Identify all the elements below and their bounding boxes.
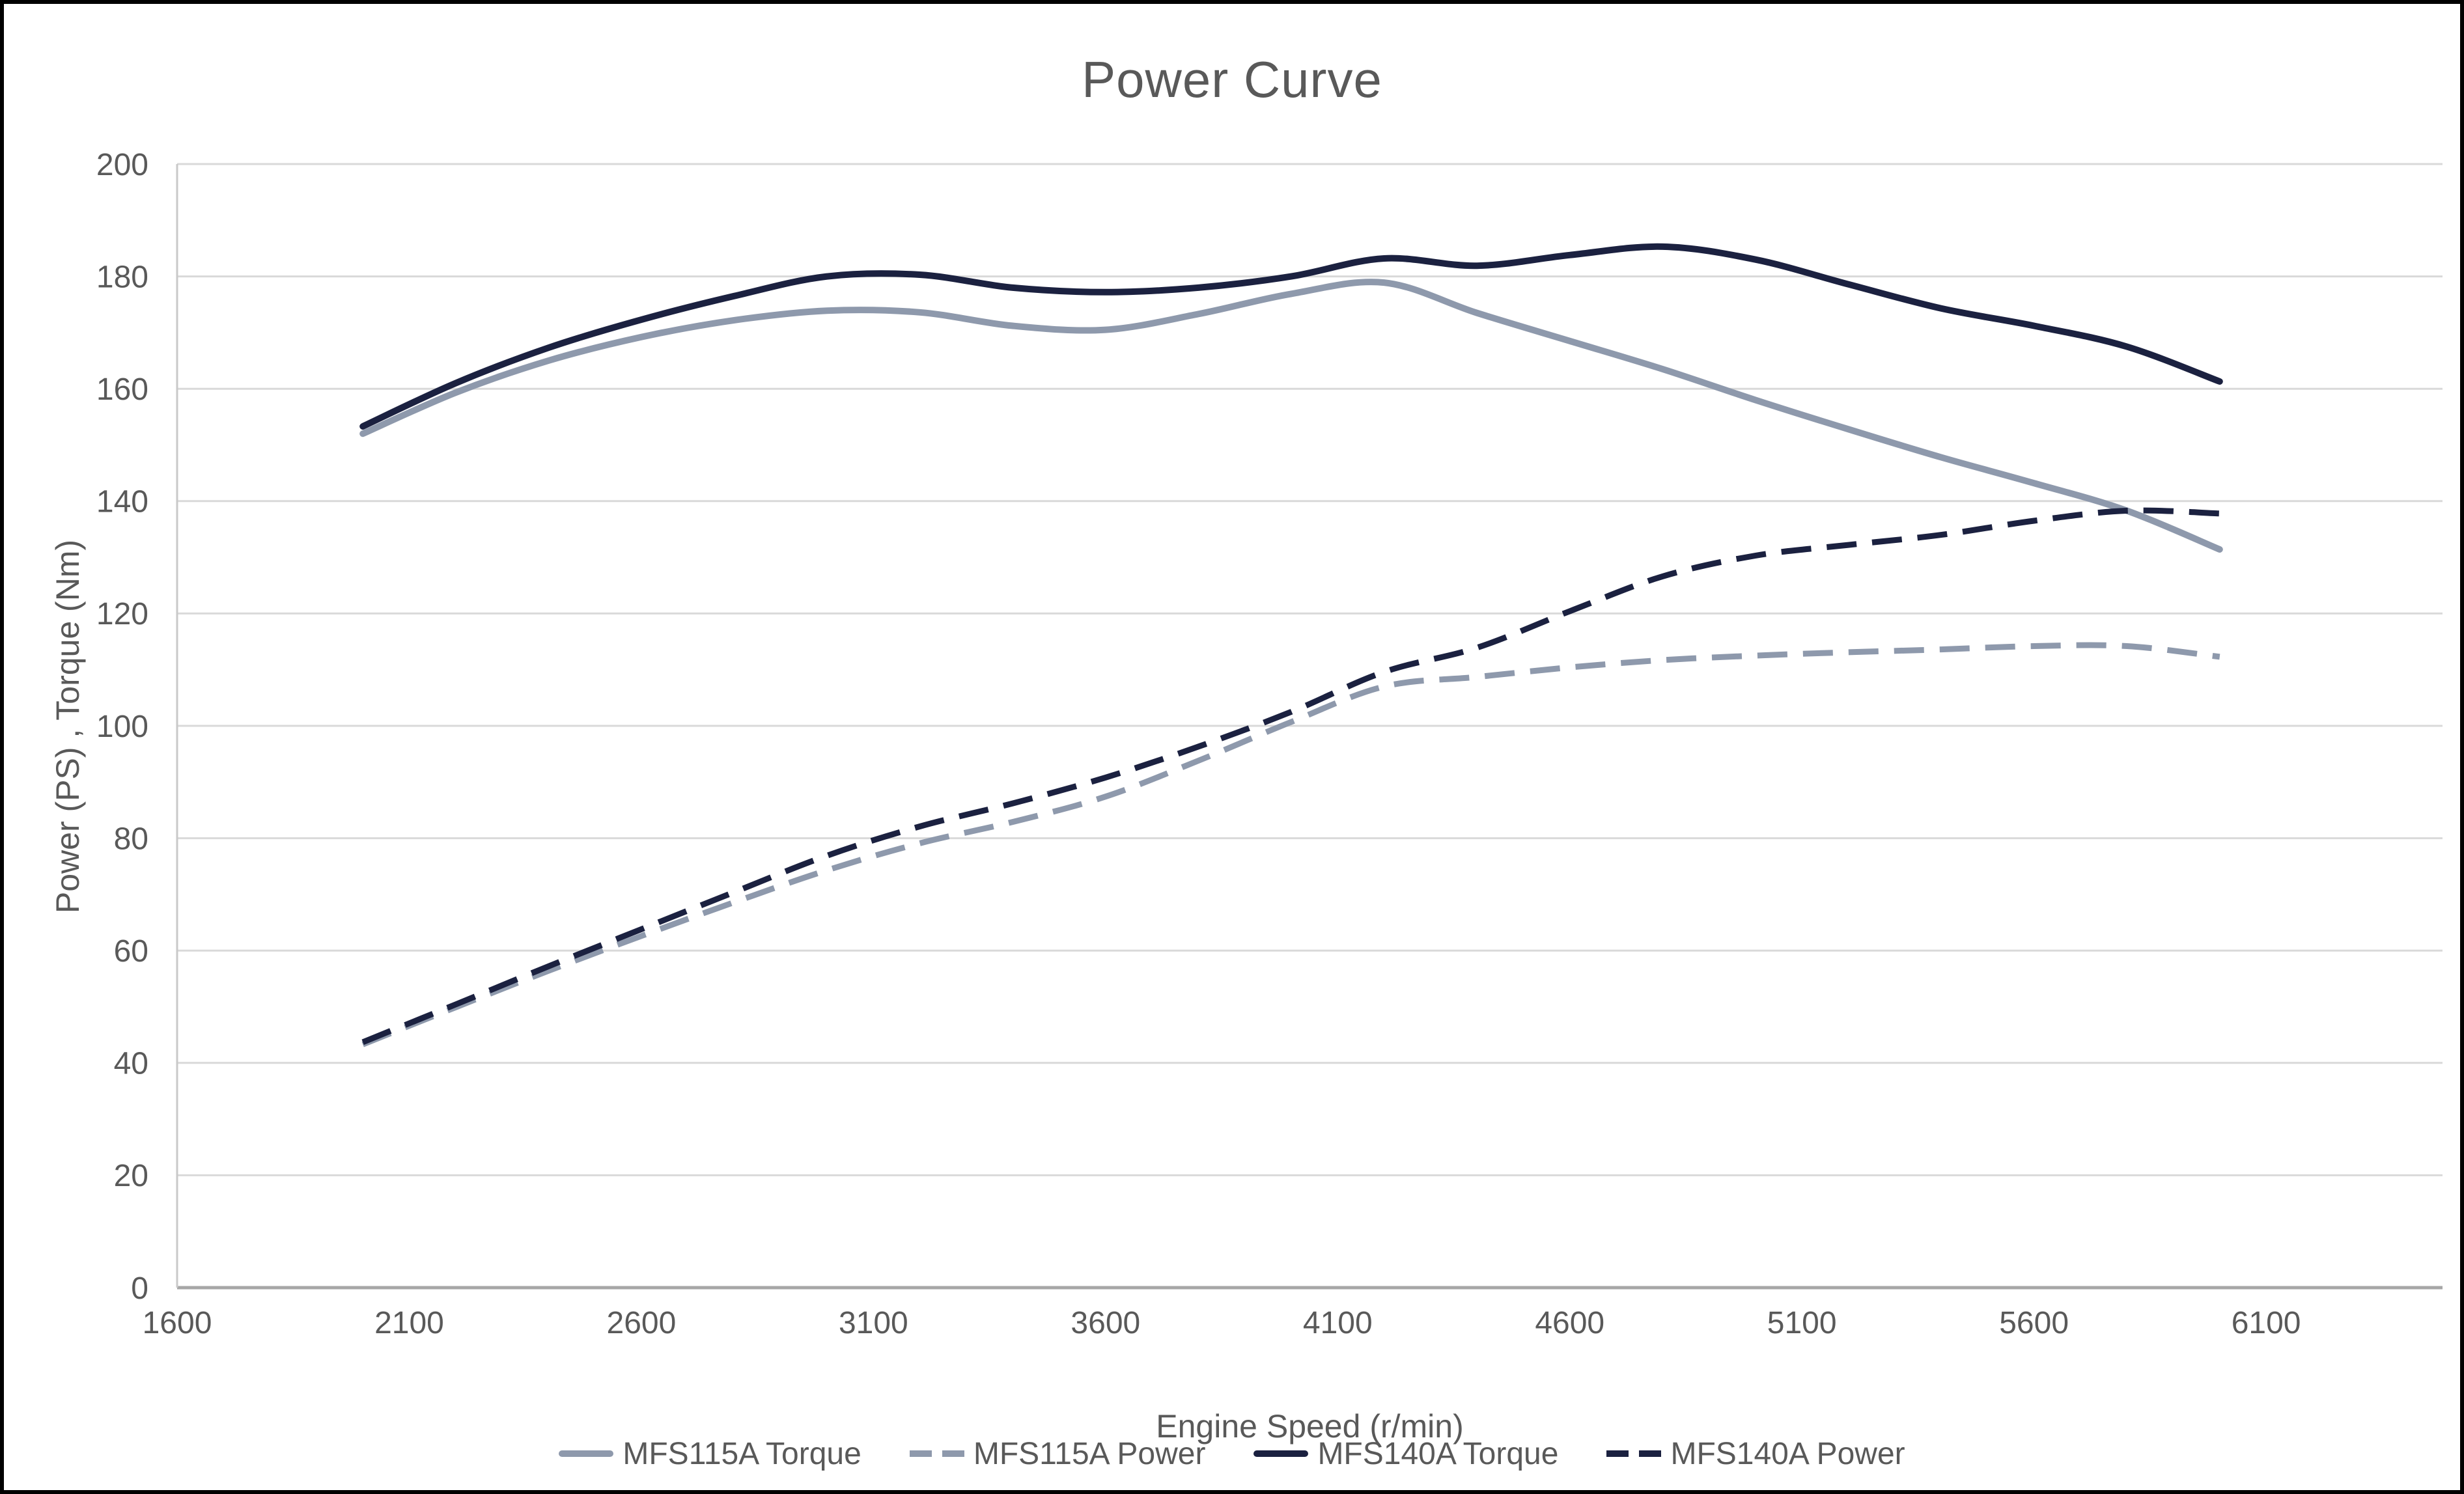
y-axis-title: Power (PS) , Torque (Nm)	[49, 539, 86, 914]
y-tick-label: 40	[114, 1047, 148, 1081]
x-tick-label: 2600	[607, 1306, 677, 1340]
x-tick-label: 4600	[1535, 1306, 1604, 1340]
legend-item-mfs140a-torque: MFS140A Torque	[1253, 1436, 1558, 1472]
series-line-mfs115a-torque	[359, 279, 2223, 553]
series-line-mfs140a-torque	[359, 243, 2223, 430]
legend-item-mfs140a-power: MFS140A Power	[1606, 1436, 1905, 1472]
plot-area: 0 20 40 60 80 100 120 140 160 180 200 1600 2100 2600 3…	[96, 148, 2443, 1340]
x-tick-label: 4100	[1303, 1306, 1373, 1340]
y-tick-label: 120	[96, 597, 148, 631]
legend: MFS115A Torque MFS115A Power MFS140A Tor…	[4, 1431, 2460, 1476]
legend-label: MFS115A Power	[973, 1436, 1206, 1471]
x-tick-label: 5600	[1999, 1306, 2069, 1340]
y-tick-label: 200	[96, 148, 148, 182]
x-tick-label: 2100	[374, 1306, 444, 1340]
y-tick-label: 20	[114, 1159, 148, 1193]
chart-title: Power Curve	[1082, 51, 1382, 108]
y-tick-label: 80	[114, 822, 148, 856]
x-tick-label: 5100	[1767, 1306, 1837, 1340]
y-tick-label: 100	[96, 710, 148, 744]
legend-label: MFS140A Torque	[1317, 1436, 1559, 1471]
y-tick-label: 180	[96, 260, 148, 294]
legend-line-sample-dashed-navy	[1606, 1450, 1662, 1457]
y-tick-label: 60	[114, 934, 148, 969]
legend-item-mfs115a-power: MFS115A Power	[909, 1436, 1206, 1472]
legend-line-sample-solid-navy	[1253, 1450, 1309, 1457]
y-tick-label: 160	[96, 372, 148, 407]
legend-line-sample-dashed-gray	[909, 1450, 964, 1457]
legend-line-sample-solid-gray	[559, 1450, 614, 1457]
x-tick-label: 3100	[839, 1306, 908, 1340]
x-axis-title: Engine Speed (r/min)	[1156, 1408, 1464, 1445]
legend-label: MFS140A Power	[1670, 1436, 1905, 1471]
y-tick-label: 0	[131, 1271, 148, 1306]
series-line-mfs140a-power	[361, 507, 2220, 1045]
legend-item-mfs115a-torque: MFS115A Torque	[559, 1436, 861, 1472]
x-tick-label: 1600	[143, 1306, 212, 1340]
x-tick-label: 3600	[1071, 1306, 1140, 1340]
series-line-mfs115a-power	[361, 642, 2220, 1047]
x-tick-label: 6100	[2232, 1306, 2301, 1340]
legend-label: MFS115A Torque	[623, 1436, 861, 1471]
y-tick-label: 140	[96, 485, 148, 519]
